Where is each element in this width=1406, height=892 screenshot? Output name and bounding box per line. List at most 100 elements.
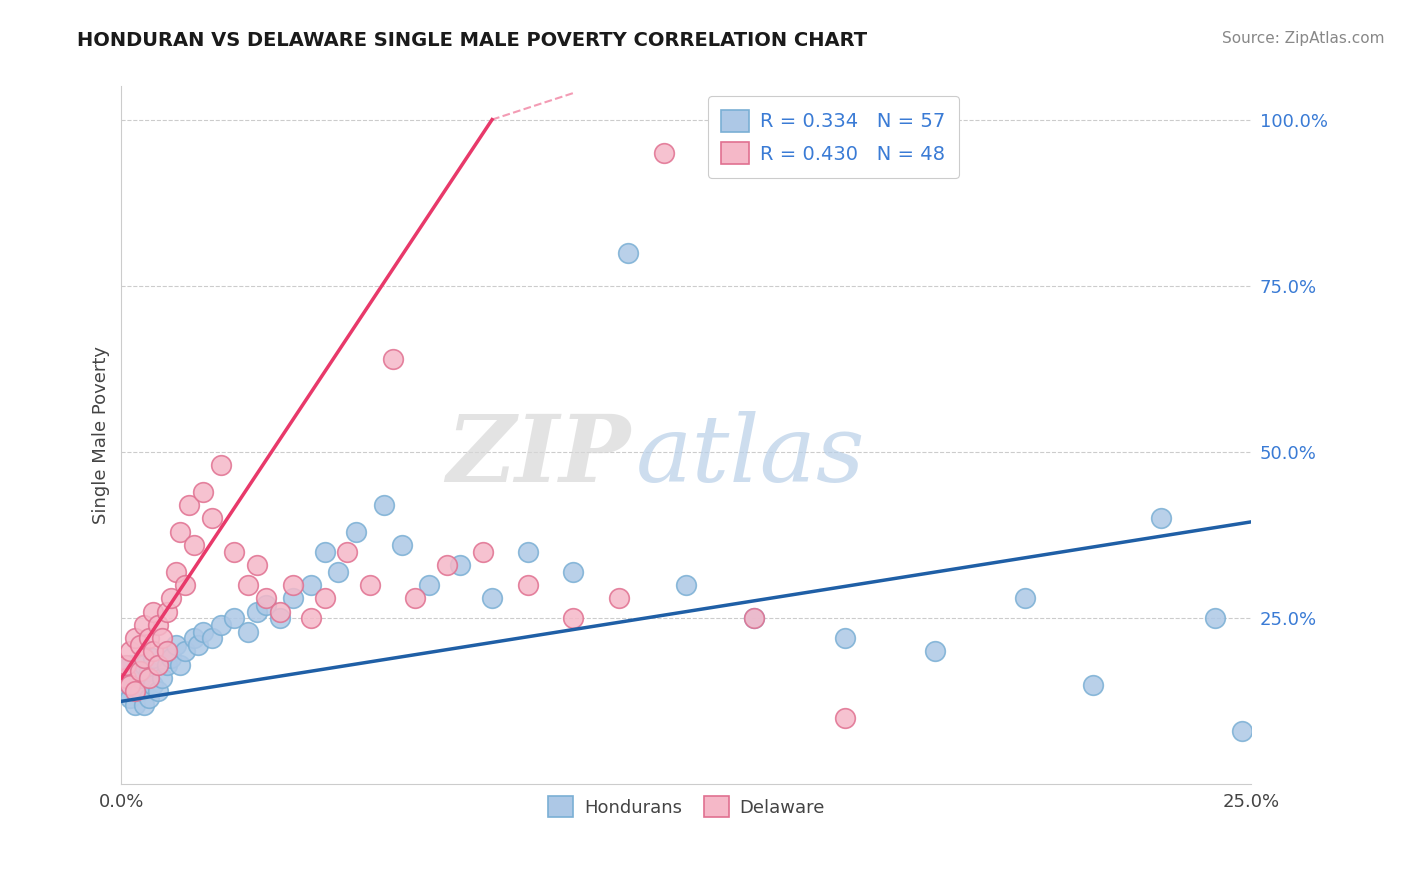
Point <box>246 558 269 572</box>
Point <box>173 644 195 658</box>
Point <box>418 578 440 592</box>
Point <box>1083 678 1105 692</box>
Point <box>299 611 322 625</box>
Point <box>652 145 675 160</box>
Text: HONDURAN VS DELAWARE SINGLE MALE POVERTY CORRELATION CHART: HONDURAN VS DELAWARE SINGLE MALE POVERTY… <box>77 31 868 50</box>
Point <box>173 578 195 592</box>
Point <box>124 671 146 685</box>
Point <box>675 578 697 592</box>
Point <box>314 545 336 559</box>
Point <box>269 611 291 625</box>
Point <box>124 665 146 679</box>
Point <box>146 618 169 632</box>
Point <box>156 644 179 658</box>
Point <box>124 684 146 698</box>
Point <box>115 684 138 698</box>
Point <box>224 545 246 559</box>
Point <box>132 657 155 672</box>
Point <box>138 671 160 685</box>
Point <box>183 631 205 645</box>
Point <box>283 578 305 592</box>
Point <box>132 618 155 632</box>
Point <box>201 631 224 645</box>
Point <box>236 624 259 639</box>
Point <box>160 651 183 665</box>
Point <box>191 484 214 499</box>
Point <box>314 591 336 606</box>
Point <box>201 511 224 525</box>
Point <box>236 578 259 592</box>
Point <box>128 638 150 652</box>
Point <box>381 351 404 366</box>
Point <box>115 665 138 679</box>
Point <box>160 591 183 606</box>
Point <box>283 591 305 606</box>
Point <box>269 605 291 619</box>
Point <box>146 657 169 672</box>
Point <box>132 698 155 712</box>
Point <box>156 657 179 672</box>
Point <box>115 657 138 672</box>
Point <box>1232 724 1254 739</box>
Point <box>120 657 142 672</box>
Point <box>179 498 201 512</box>
Point <box>120 691 142 706</box>
Point <box>138 631 160 645</box>
Point <box>517 545 540 559</box>
Point <box>150 631 173 645</box>
Point <box>254 591 277 606</box>
Point <box>138 691 160 706</box>
Point <box>115 671 138 685</box>
Point <box>742 611 765 625</box>
Point <box>742 611 765 625</box>
Point <box>124 631 146 645</box>
Point <box>115 671 138 685</box>
Text: ZIP: ZIP <box>446 411 630 501</box>
Point <box>481 591 503 606</box>
Point <box>391 538 413 552</box>
Point <box>924 644 946 658</box>
Point <box>156 644 179 658</box>
Point <box>246 605 269 619</box>
Point <box>209 618 232 632</box>
Point <box>120 678 142 692</box>
Text: Source: ZipAtlas.com: Source: ZipAtlas.com <box>1222 31 1385 46</box>
Point <box>169 524 191 539</box>
Point <box>165 638 187 652</box>
Point <box>562 611 585 625</box>
Point <box>132 651 155 665</box>
Point <box>169 657 191 672</box>
Point <box>128 684 150 698</box>
Point <box>834 631 856 645</box>
Point <box>165 565 187 579</box>
Point <box>183 538 205 552</box>
Point <box>209 458 232 473</box>
Point <box>142 644 165 658</box>
Point <box>142 605 165 619</box>
Point <box>359 578 381 592</box>
Point <box>156 605 179 619</box>
Point <box>224 611 246 625</box>
Point <box>1150 511 1173 525</box>
Point <box>124 698 146 712</box>
Point <box>346 524 368 539</box>
Point <box>449 558 471 572</box>
Point <box>562 565 585 579</box>
Point <box>120 644 142 658</box>
Text: atlas: atlas <box>636 411 865 501</box>
Point <box>299 578 322 592</box>
Point <box>142 678 165 692</box>
Point <box>404 591 426 606</box>
Point <box>834 711 856 725</box>
Point <box>328 565 350 579</box>
Point <box>128 665 150 679</box>
Point <box>336 545 359 559</box>
Point <box>472 545 495 559</box>
Point <box>607 591 630 606</box>
Point <box>150 671 173 685</box>
Point <box>187 638 209 652</box>
Point <box>146 684 169 698</box>
Point <box>1204 611 1226 625</box>
Y-axis label: Single Male Poverty: Single Male Poverty <box>93 346 110 524</box>
Point <box>142 651 165 665</box>
